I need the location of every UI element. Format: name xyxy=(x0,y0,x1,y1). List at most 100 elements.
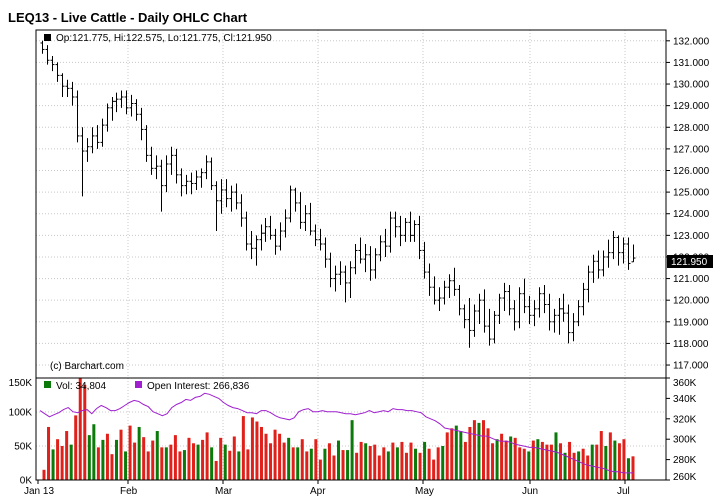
ohlc-bar xyxy=(273,228,278,255)
volume-bar xyxy=(559,443,563,480)
volume-bar xyxy=(463,441,467,480)
volume-bar xyxy=(192,443,196,480)
ohlc-bar xyxy=(601,250,606,277)
volume-bar xyxy=(101,439,105,480)
volume-bar xyxy=(432,459,436,480)
volume-bar xyxy=(182,450,186,480)
price-tick-label: 130.000 xyxy=(673,80,710,91)
volume-bar xyxy=(205,432,209,480)
volume-bar xyxy=(423,441,427,480)
volume-bar xyxy=(232,436,236,480)
ohlc-bar xyxy=(611,231,616,260)
volume-bar xyxy=(613,440,617,480)
ohlc-bar xyxy=(348,261,353,299)
volume-bar xyxy=(395,447,399,480)
volume-bar xyxy=(259,426,263,480)
ohlc-bar xyxy=(70,81,75,106)
ohlc-bar xyxy=(288,185,293,223)
volume-bar xyxy=(273,429,277,480)
volume-bar xyxy=(133,442,137,480)
open-interest-legend: Open Interest: 266,836 xyxy=(147,381,250,392)
volume-bar xyxy=(436,447,440,480)
x-tick-label: May xyxy=(415,486,434,496)
ohlc-bar xyxy=(159,159,164,212)
volume-bar xyxy=(527,451,531,480)
ohlc-bar xyxy=(298,192,303,229)
volume-bar xyxy=(427,448,431,480)
volume-bar xyxy=(160,447,164,480)
volume-bar xyxy=(169,444,173,480)
volume-bar xyxy=(355,452,359,480)
volume-bar xyxy=(631,456,635,480)
ohlc-bar xyxy=(358,237,363,264)
ohlc-bar xyxy=(239,194,244,227)
price-tick-label: 129.000 xyxy=(673,101,710,112)
ohlc-bar xyxy=(542,285,547,314)
ohlc-bar xyxy=(378,235,383,262)
volume-bar xyxy=(359,441,363,480)
ohlc-bar xyxy=(90,127,95,154)
volume-bar xyxy=(531,440,535,480)
ohlc-bar xyxy=(234,183,239,210)
ohlc-bar xyxy=(40,40,45,54)
ohlc-bar xyxy=(507,285,512,316)
x-tick-label: Feb xyxy=(120,486,138,496)
ohlc-bar xyxy=(184,174,189,195)
price-tick-label: 128.000 xyxy=(673,123,710,134)
volume-bar xyxy=(96,447,100,480)
ohlc-bar xyxy=(174,148,179,184)
oi-tick-label: 260K xyxy=(673,472,697,483)
ohlc-bar xyxy=(328,252,333,288)
volume-bar xyxy=(323,448,327,480)
ohlc-bar xyxy=(254,235,259,266)
ohlc-bar xyxy=(100,118,105,147)
price-tick-label: 126.000 xyxy=(673,166,710,177)
volume-bar xyxy=(337,440,340,480)
volume-bar xyxy=(264,433,268,480)
ohlc-legend-swatch xyxy=(44,34,51,41)
volume-bar xyxy=(114,439,118,480)
ohlc-bar xyxy=(65,79,70,98)
ohlc-bar xyxy=(105,103,110,132)
volume-bar xyxy=(210,447,214,480)
ohlc-bar xyxy=(204,155,209,180)
volume-bar xyxy=(314,439,318,480)
volume-bar xyxy=(282,442,286,480)
x-axis: Jan 13 Feb Mar Apr May Jun Jul xyxy=(24,480,630,497)
volume-bar xyxy=(595,444,599,480)
volume-bar xyxy=(309,448,313,480)
ohlc-bar xyxy=(214,181,219,232)
price-tick-label: 125.000 xyxy=(673,188,710,199)
volume-bar xyxy=(368,446,372,480)
volume-bar xyxy=(590,444,594,480)
price-tick-label: 120.000 xyxy=(673,296,710,307)
ohlc-bar xyxy=(169,146,174,175)
volume-bar xyxy=(278,433,282,480)
x-tick-label: Mar xyxy=(215,486,233,496)
ohlc-bar xyxy=(224,179,229,208)
ohlc-bar xyxy=(149,146,154,175)
ohlc-bar xyxy=(398,215,403,247)
ohlc-bar xyxy=(154,155,159,180)
volume-bar xyxy=(491,443,495,480)
volume-bar xyxy=(373,444,377,480)
ohlc-bar xyxy=(586,265,591,303)
volume-bar xyxy=(42,469,46,480)
volume-legend-swatch xyxy=(44,381,51,388)
ohlc-bar xyxy=(581,282,586,316)
volume-bar xyxy=(500,433,504,480)
volume-bar xyxy=(545,444,549,480)
volume-bar xyxy=(386,451,390,480)
ohlc-bar xyxy=(477,293,482,324)
volume-bar xyxy=(173,435,177,480)
ohlc-bar xyxy=(114,92,119,113)
price-tick-label: 124.000 xyxy=(673,209,710,220)
volume-bar xyxy=(549,444,553,480)
volume-bar xyxy=(346,450,350,480)
ohlc-bar xyxy=(557,298,562,335)
volume-bar xyxy=(468,426,472,480)
x-tick-label: Jul xyxy=(617,486,630,496)
volume-bar xyxy=(382,447,386,480)
volume-bar xyxy=(250,417,254,480)
